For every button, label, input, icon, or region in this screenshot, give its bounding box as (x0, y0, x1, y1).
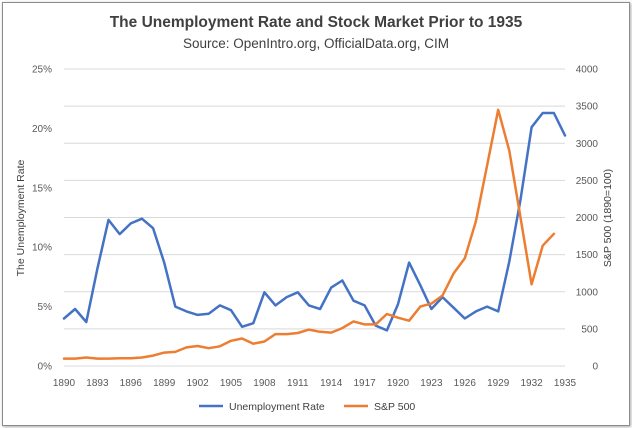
x-tick-label: 1893 (86, 378, 109, 389)
legend-label-unemployment: Unemployment Rate (229, 401, 325, 413)
x-tick-label: 1905 (220, 378, 243, 389)
y-left-tick-label: 25% (32, 65, 52, 76)
y-right-tick-label: 500 (581, 324, 598, 335)
y-left-tick-label: 0% (38, 362, 53, 373)
y-right-tick-label: 2500 (576, 176, 599, 187)
x-tick-label: 1932 (520, 378, 543, 389)
y-axis-right-label: S&P 500 (1890=100) (602, 169, 614, 267)
y-right-tick-label: 0 (592, 362, 598, 373)
x-tick-label: 1896 (120, 378, 143, 389)
x-tick-label: 1890 (53, 378, 76, 389)
y-right-tick-label: 3500 (576, 102, 599, 113)
y-right-tick-label: 2000 (576, 213, 599, 224)
y-axis-right-ticks: 0 500 1000 1500 2000 2500 3000 3500 4000 (576, 65, 599, 373)
x-tick-label: 1914 (320, 378, 343, 389)
chart-subtitle: Source: OpenIntro.org, OfficialData.org,… (183, 36, 449, 51)
y-left-tick-label: 20% (32, 124, 52, 135)
y-right-tick-label: 1000 (576, 287, 599, 298)
x-tick-label: 1908 (253, 378, 276, 389)
y-left-tick-label: 10% (32, 243, 52, 254)
x-tick-label: 1926 (454, 378, 477, 389)
x-tick-label: 1911 (287, 378, 309, 389)
y-left-tick-label: 15% (32, 183, 52, 194)
x-tick-label: 1899 (153, 378, 176, 389)
x-tick-label: 1920 (387, 378, 410, 389)
legend-label-sp500: S&P 500 (374, 401, 415, 413)
series-lines (62, 108, 567, 360)
x-tick-label: 1917 (353, 378, 376, 389)
y-right-tick-label: 3000 (576, 139, 599, 150)
y-right-tick-label: 4000 (576, 65, 599, 76)
y-axis-left-label: The Unemployment Rate (15, 159, 27, 276)
chart-title: The Unemployment Rate and Stock Market P… (110, 14, 523, 31)
series-line-sp500 (62, 108, 556, 360)
x-tick-label: 1923 (420, 378, 443, 389)
legend: Unemployment Rate S&P 500 (199, 401, 415, 413)
x-tick-label: 1902 (186, 378, 209, 389)
gridlines (64, 68, 565, 367)
y-right-tick-label: 1500 (576, 250, 599, 261)
x-tick-label: 1935 (554, 378, 577, 389)
x-tick-label: 1929 (487, 378, 510, 389)
y-left-tick-label: 5% (38, 302, 53, 313)
x-axis-ticks: 1890 1893 1896 1899 1902 1905 1908 1911 1914 1917… (53, 378, 577, 389)
series-line-unemployment (62, 111, 567, 332)
y-axis-left-ticks: 0% 5% 10% 15% 20% 25% (32, 65, 52, 373)
